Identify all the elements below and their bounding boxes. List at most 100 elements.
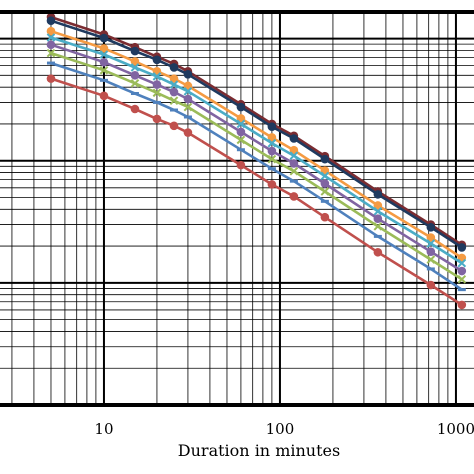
data-point [169, 87, 179, 97]
data-point [130, 92, 139, 96]
data-point [236, 148, 245, 152]
data-point [99, 57, 109, 67]
data-point [99, 50, 109, 59]
data-point [426, 267, 435, 271]
data-point [236, 160, 246, 170]
series-line [50, 61, 463, 291]
data-point [46, 33, 56, 42]
data-point [130, 63, 140, 72]
data-point [320, 154, 330, 164]
data-point [373, 247, 383, 257]
data-point [457, 258, 467, 268]
data-point [236, 119, 246, 129]
data-point [320, 212, 330, 222]
data-point [289, 159, 299, 168]
series-group [46, 12, 467, 310]
data-point [373, 190, 383, 199]
data-point [267, 122, 277, 131]
data-point [426, 280, 436, 290]
data-point [289, 166, 299, 176]
data-point [46, 48, 56, 58]
data-point [183, 86, 193, 96]
data-point [183, 128, 193, 137]
data-point [152, 88, 162, 98]
data-point [457, 243, 467, 252]
data-point [373, 234, 382, 238]
x-tick-label: 10 [94, 420, 113, 438]
data-point [320, 187, 330, 196]
x-axis-title: Duration in minutes [178, 441, 340, 460]
data-point [289, 151, 299, 160]
data-point [267, 138, 277, 148]
data-point [426, 222, 436, 232]
data-point [373, 222, 383, 231]
data-point [152, 72, 162, 81]
data-point [130, 46, 140, 56]
plot-frame [0, 10, 474, 407]
data-point [236, 127, 246, 137]
series-6 [46, 48, 467, 284]
data-point [130, 104, 140, 114]
data-point [267, 167, 276, 171]
data-point [99, 44, 109, 53]
data-point [289, 134, 299, 143]
data-point [183, 102, 193, 112]
data-point [289, 179, 298, 183]
data-point [183, 115, 192, 119]
data-point [320, 179, 330, 188]
data-point [169, 63, 179, 72]
data-point [46, 61, 55, 65]
x-tick-labels: 10 100 1000 [94, 420, 474, 438]
series-7 [46, 61, 466, 292]
data-point [426, 233, 436, 242]
data-point [426, 247, 436, 256]
x-tick-label: 1000 [437, 420, 474, 438]
data-point [320, 199, 329, 203]
data-point [183, 94, 193, 104]
data-point [169, 80, 179, 89]
data-point [457, 300, 467, 310]
x-tick-label: 100 [266, 420, 295, 438]
data-point [267, 146, 277, 156]
data-point [267, 154, 277, 164]
data-point [130, 57, 140, 66]
data-point [373, 214, 383, 224]
data-point [152, 55, 162, 65]
data-point [320, 171, 330, 181]
data-point [183, 69, 193, 79]
data-point [152, 80, 162, 89]
data-point [169, 108, 178, 112]
data-point [236, 135, 246, 145]
data-point [99, 33, 109, 43]
data-point [130, 71, 140, 80]
data-point [99, 91, 109, 101]
data-point [46, 74, 56, 83]
data-point [457, 288, 466, 292]
data-point [152, 100, 161, 104]
data-point [169, 121, 179, 131]
data-point [373, 207, 383, 216]
series-4 [46, 33, 467, 268]
data-point [169, 74, 179, 83]
series-2 [46, 16, 467, 252]
data-point [99, 65, 109, 75]
data-point [457, 266, 467, 276]
data-point [236, 102, 246, 112]
grid-lines [0, 12, 474, 406]
data-point [373, 201, 383, 210]
series-8 [46, 74, 467, 310]
series-3 [46, 26, 467, 263]
data-point [426, 255, 436, 264]
series-5 [46, 40, 467, 276]
data-point [99, 78, 108, 82]
data-point [169, 96, 179, 105]
data-point [46, 26, 56, 36]
data-point [152, 114, 162, 124]
data-point [46, 16, 56, 26]
data-point [289, 192, 299, 201]
data-point [46, 40, 56, 50]
data-point [426, 239, 436, 248]
data-point [267, 180, 277, 189]
data-point [130, 79, 140, 88]
